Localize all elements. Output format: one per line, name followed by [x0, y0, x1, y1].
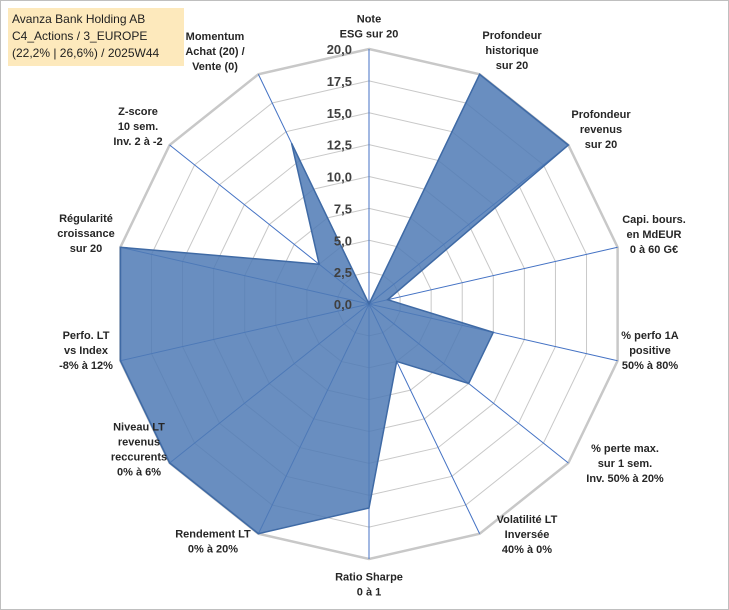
tick-label-1: 2,5	[334, 265, 352, 280]
category-label-10: Perfo. LT vs Index -8% à 12%	[59, 330, 113, 372]
tick-label-8: 20,0	[327, 42, 352, 57]
tick-label-5: 12,5	[327, 138, 352, 153]
tick-label-4: 10,0	[327, 170, 352, 185]
tick-label-7: 17,5	[327, 74, 352, 89]
category-label-9-line-0: Niveau LT	[113, 422, 165, 434]
category-label-13-line-0: Momentum	[186, 31, 245, 43]
chart-title-line-2: C4_Actions / 3_EUROPE	[12, 29, 148, 43]
category-label-1: Profondeur historique sur 20	[482, 30, 542, 72]
category-label-2-line-0: Profondeur	[571, 109, 631, 121]
category-label-3-line-0: Capi. bours.	[622, 214, 686, 226]
category-label-4-line-2: 50% à 80%	[622, 360, 678, 372]
category-label-12: Z-score 10 sem. Inv. 2 à -2	[113, 106, 162, 148]
category-label-1-line-0: Profondeur	[482, 30, 542, 42]
chart-title-line-1: Avanza Bank Holding AB	[12, 12, 146, 26]
category-label-10-line-0: Perfo. LT	[63, 330, 110, 342]
category-label-7-line-0: Ratio Sharpe	[335, 572, 403, 584]
category-label-0-line-0: Note	[357, 14, 381, 26]
category-label-5: % perte max. sur 1 sem. Inv. 50% à 20%	[586, 443, 664, 485]
category-label-13: Momentum Achat (20) / Vente (0)	[185, 31, 244, 73]
category-label-6: Volatilité LT Inversée 40% à 0%	[497, 514, 558, 556]
axis-spoke-3	[368, 246, 618, 305]
tick-label-2: 5,0	[334, 233, 352, 248]
category-label-12-line-1: 10 sem.	[118, 121, 158, 133]
category-label-13-line-1: Achat (20) /	[185, 46, 244, 58]
category-labels: Note ESG sur 20 Profondeur historique sur 20…	[57, 14, 686, 599]
category-label-9-line-2: reccurents	[111, 452, 167, 464]
tick-label-6: 15,0	[327, 106, 352, 121]
category-label-12-line-2: Inv. 2 à -2	[113, 136, 162, 148]
category-label-1-line-2: sur 20	[496, 60, 528, 72]
chart-title-line-3: (22,2% | 26,6%) / 2025W44	[12, 46, 160, 60]
tick-label-0: 0,0	[334, 297, 352, 312]
category-label-2: Profondeur revenus sur 20	[571, 109, 631, 151]
category-label-10-line-1: vs Index	[64, 345, 109, 357]
tick-label-3: 7,5	[334, 201, 352, 216]
category-label-10-line-2: -8% à 12%	[59, 360, 113, 372]
category-label-6-line-0: Volatilité LT	[497, 514, 558, 526]
category-label-3-line-1: en MdEUR	[627, 229, 682, 241]
category-label-5-line-0: % perte max.	[591, 443, 659, 455]
category-label-11-line-0: Régularité	[59, 213, 113, 225]
category-label-11-line-1: croissance	[57, 228, 114, 240]
category-label-8-line-1: 0% à 20%	[188, 544, 238, 556]
category-label-5-line-1: sur 1 sem.	[598, 458, 652, 470]
category-label-9: Niveau LT revenus reccurents 0% à 6%	[111, 422, 167, 479]
category-label-9-line-1: revenus	[118, 437, 160, 449]
category-label-9-line-3: 0% à 6%	[117, 467, 161, 479]
category-label-12-line-0: Z-score	[118, 106, 158, 118]
category-label-2-line-2: sur 20	[585, 139, 617, 151]
category-label-4-line-0: % perfo 1A	[621, 330, 679, 342]
radial-tick-labels: 0,0 2,5 5,0 7,5 10,0 12,5 15,0 17,5 20,0	[327, 42, 352, 312]
category-label-11: Régularité croissance sur 20	[57, 213, 114, 255]
category-label-8-line-0: Rendement LT	[175, 529, 251, 541]
series-area	[119, 73, 570, 535]
category-label-3-line-2: 0 à 60 G€	[630, 244, 678, 256]
category-label-2-line-1: revenus	[580, 124, 622, 136]
category-label-3: Capi. bours. en MdEUR 0 à 60 G€	[622, 214, 686, 256]
category-label-5-line-2: Inv. 50% à 20%	[586, 473, 664, 485]
category-label-6-line-2: 40% à 0%	[502, 544, 552, 556]
category-label-6-line-1: Inversée	[505, 529, 550, 541]
radar-series	[119, 73, 570, 535]
category-label-13-line-2: Vente (0)	[192, 61, 238, 73]
category-label-4: % perfo 1A positive 50% à 80%	[621, 330, 679, 372]
category-label-11-line-2: sur 20	[70, 243, 102, 255]
category-label-0: Note ESG sur 20	[340, 14, 399, 41]
category-label-7: Ratio Sharpe 0 à 1	[335, 572, 403, 599]
category-label-0-line-1: ESG sur 20	[340, 29, 399, 41]
category-label-7-line-1: 0 à 1	[357, 587, 381, 599]
chart-title-box: Avanza Bank Holding AB C4_Actions / 3_EU…	[8, 8, 184, 66]
category-label-1-line-1: historique	[485, 45, 538, 57]
category-label-8: Rendement LT 0% à 20%	[175, 529, 251, 556]
category-label-4-line-1: positive	[629, 345, 671, 357]
